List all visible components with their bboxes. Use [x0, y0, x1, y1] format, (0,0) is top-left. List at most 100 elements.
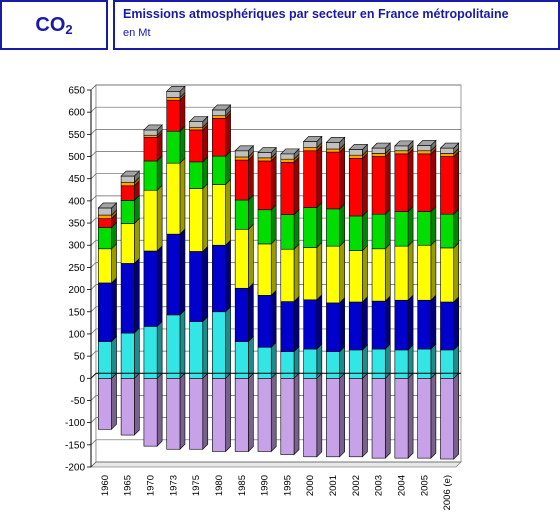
x-tick-label: 1970: [146, 475, 157, 496]
plot-floor: [90, 461, 462, 468]
bar-segment: [326, 245, 340, 304]
bar-side: [293, 372, 300, 456]
bar-segment: [394, 377, 409, 459]
bar-side: [179, 94, 186, 132]
bar-segment: [326, 302, 340, 352]
bar-segment: [348, 149, 363, 156]
y-tick-label: -150: [65, 440, 85, 451]
bar-top: [280, 148, 300, 155]
bar-segment: [257, 295, 272, 348]
bar-side: [111, 372, 117, 431]
bar-side: [270, 289, 277, 348]
bar-segment: [166, 314, 181, 379]
bar-segment: [371, 153, 386, 157]
bar-side: [384, 243, 391, 302]
bar-side: [430, 294, 437, 350]
bar-segment: [143, 129, 158, 136]
bar-side: [362, 244, 368, 303]
gridline-diagonal: [90, 262, 97, 268]
x-tick-label: 1990: [260, 475, 271, 496]
bar-side: [362, 372, 368, 458]
x-tick-label: 1975: [191, 475, 202, 496]
bar-side: [407, 240, 414, 301]
bar-side: [248, 372, 254, 453]
bar-segment: [120, 185, 135, 201]
bar-top: [394, 140, 414, 147]
bar-segment: [120, 200, 135, 224]
bar-segment: [371, 213, 386, 250]
bar-segment: [166, 91, 181, 98]
bar-segment: [280, 214, 295, 250]
x-tick-label: 2005: [419, 475, 430, 496]
bar-segment: [143, 160, 158, 191]
bar-segment: [143, 326, 158, 379]
bar-top: [120, 170, 141, 177]
bar-segment: [348, 349, 363, 379]
x-tick-label: 2004: [396, 475, 407, 496]
bar-segment: [143, 250, 158, 327]
bar-segment: [394, 299, 409, 351]
gridline-diagonal: [90, 173, 97, 179]
bar-segment: [348, 154, 363, 159]
bar-side: [316, 372, 323, 458]
bar-segment: [143, 377, 158, 447]
y-tick-label: 300: [68, 241, 85, 252]
bar-segment: [326, 351, 340, 379]
bar-side: [339, 240, 345, 304]
x-tick-label: 2003: [374, 475, 385, 496]
bar-side: [179, 228, 186, 316]
bar-segment: [189, 126, 204, 131]
bar-side: [407, 294, 414, 351]
bar-side: [248, 335, 254, 380]
bar-segment: [97, 341, 112, 379]
bar-segment: [280, 351, 295, 379]
bar-segment: [97, 227, 112, 250]
bar-segment: [120, 181, 135, 187]
bar-side: [384, 150, 391, 215]
bar-side: [316, 201, 323, 249]
co2-badge: CO2: [0, 0, 108, 50]
bar-segment: [326, 377, 340, 458]
gridline-diagonal: [90, 217, 97, 224]
bar-segment: [143, 189, 158, 252]
bar-segment: [212, 115, 226, 119]
gridline-diagonal: [90, 284, 97, 290]
bar-segment: [257, 160, 272, 211]
bar-segment: [348, 377, 363, 458]
y-tick-label: 200: [68, 285, 85, 296]
bar-side: [134, 217, 140, 265]
y-tick-label: 400: [68, 196, 85, 207]
bar-side: [430, 372, 437, 459]
bar-side: [156, 372, 163, 447]
bar-segment: [371, 156, 386, 215]
bar-segment: [257, 157, 272, 162]
bar-top: [188, 116, 209, 122]
bar-side: [293, 208, 300, 250]
bar-segment: [303, 299, 318, 350]
bar-side: [453, 208, 460, 249]
bar-segment: [120, 377, 135, 436]
bar-side: [453, 242, 460, 303]
bar-segment: [120, 332, 135, 379]
bar-segment: [234, 199, 249, 230]
bar-segment: [97, 207, 112, 216]
gridline-diagonal: [90, 395, 97, 401]
bar-side: [134, 327, 140, 380]
bar-side: [179, 372, 186, 450]
bar-segment: [120, 223, 135, 264]
y-tick-label: 0: [79, 374, 85, 385]
bar-segment: [348, 250, 363, 303]
bar-segment: [394, 145, 409, 152]
bar-segment: [97, 377, 112, 430]
bar-side: [339, 297, 345, 353]
bar-segment: [394, 245, 409, 301]
y-tick-label: 100: [68, 329, 85, 340]
gridline-diagonal: [90, 195, 97, 202]
bar-side: [179, 125, 186, 164]
x-tick-label: 1960: [100, 475, 111, 496]
bar-segment: [440, 301, 455, 351]
x-tick-label: 1973: [168, 475, 179, 496]
bar-top: [143, 124, 163, 131]
bar-segment: [326, 148, 340, 153]
bar-segment: [417, 145, 432, 152]
